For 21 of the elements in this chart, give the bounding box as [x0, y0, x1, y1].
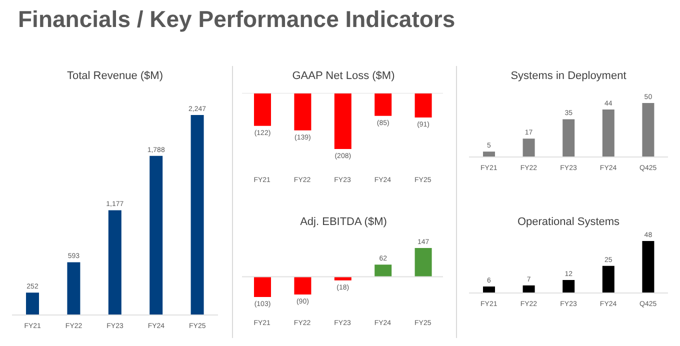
bar [150, 156, 163, 315]
bar [522, 285, 535, 293]
bar [562, 119, 575, 157]
bar [190, 115, 204, 315]
chart-title: Operational Systems [516, 216, 621, 228]
bar [483, 152, 495, 157]
bar [562, 280, 575, 293]
bar [67, 262, 80, 315]
chart-title: Systems in Deployment [510, 70, 628, 82]
bar [642, 103, 654, 157]
bar [642, 241, 654, 293]
text: Financials / Key Performance Indicators [18, 6, 456, 33]
bar [26, 292, 39, 315]
bar [522, 138, 535, 157]
chart-title: Adj. EBITDA ($M) [299, 216, 388, 228]
chart-title: GAAP Net Loss ($M) [291, 70, 396, 82]
bar [602, 266, 614, 293]
bar [108, 210, 122, 315]
bar [602, 109, 614, 157]
chart-title: Total Revenue ($M) [66, 70, 164, 82]
bar [483, 286, 495, 293]
